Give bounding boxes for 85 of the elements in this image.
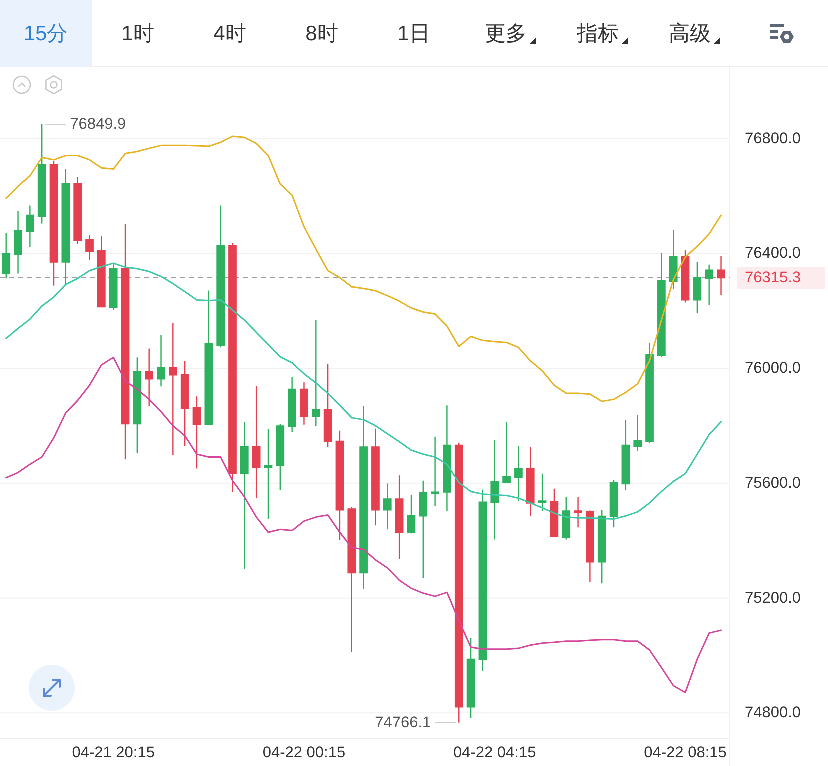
candlestick bbox=[681, 250, 690, 304]
candlestick bbox=[622, 419, 630, 491]
candlestick bbox=[2, 232, 11, 280]
annotation: 74766.1 bbox=[375, 714, 432, 732]
candlestick bbox=[538, 473, 547, 512]
candlestick bbox=[372, 428, 380, 526]
candlestick bbox=[705, 264, 714, 306]
candlestick bbox=[348, 506, 356, 654]
candlestick bbox=[324, 363, 332, 448]
candlestick bbox=[264, 428, 273, 520]
candlestick bbox=[276, 424, 285, 491]
candlestick bbox=[204, 290, 214, 426]
candlestick bbox=[598, 510, 606, 584]
candlestick bbox=[383, 483, 392, 530]
candlestick bbox=[669, 230, 678, 290]
candlestick bbox=[62, 168, 70, 286]
candlestick bbox=[443, 404, 452, 512]
candlestick bbox=[216, 205, 225, 348]
x-tick-label: 04-22 04:15 bbox=[454, 744, 536, 762]
candlestick bbox=[634, 414, 642, 452]
text: 8时 bbox=[306, 22, 338, 46]
y-tick-label: 76000.0 bbox=[745, 360, 802, 378]
candlestick bbox=[300, 382, 308, 426]
candlestick bbox=[466, 638, 476, 719]
candlestick bbox=[658, 252, 666, 358]
candlestick bbox=[192, 396, 202, 470]
candlestick bbox=[133, 357, 142, 454]
candlestick bbox=[360, 406, 368, 590]
candlestick bbox=[502, 421, 511, 484]
candlestick bbox=[98, 236, 106, 308]
candlestick bbox=[717, 256, 726, 296]
candlestick bbox=[145, 348, 154, 408]
x-tick-label: 04-22 00:15 bbox=[262, 744, 346, 762]
candlestick bbox=[646, 342, 654, 444]
candlestick bbox=[490, 440, 500, 540]
candlestick bbox=[252, 385, 261, 499]
candlestick bbox=[550, 488, 559, 538]
candlestick bbox=[240, 421, 249, 570]
candlestick bbox=[86, 234, 94, 261]
candlestick bbox=[14, 210, 22, 274]
candlestick bbox=[180, 360, 190, 447]
candlestick bbox=[288, 376, 296, 433]
text: 15分 bbox=[24, 22, 68, 46]
candlestick bbox=[526, 446, 535, 517]
candlestick bbox=[157, 334, 166, 388]
candlestick bbox=[586, 510, 594, 584]
candlestick bbox=[431, 436, 440, 507]
candlestick bbox=[610, 479, 618, 528]
candlestick bbox=[562, 496, 571, 540]
text: 1日 bbox=[398, 22, 430, 46]
candlestick bbox=[228, 242, 237, 493]
text: 指标 bbox=[576, 22, 619, 46]
text: 高级 bbox=[669, 22, 711, 46]
y-tick-label: 75600.0 bbox=[745, 474, 802, 492]
y-tick-label: 76800.0 bbox=[745, 130, 802, 148]
annotation: 76849.9 bbox=[70, 116, 126, 133]
candlestick bbox=[74, 176, 82, 246]
x-tick-label: 04-22 08:15 bbox=[644, 744, 727, 762]
y-tick-label: 74800.0 bbox=[745, 704, 802, 722]
y-tick-label: 76400.0 bbox=[745, 245, 802, 262]
candlestick bbox=[478, 489, 488, 672]
x-tick-label: 04-21 20:15 bbox=[72, 744, 155, 762]
candlestick bbox=[574, 496, 582, 528]
candlestick bbox=[26, 205, 34, 248]
candlestick bbox=[514, 446, 523, 502]
candlestick bbox=[336, 430, 344, 542]
candlestick bbox=[693, 262, 702, 314]
line-series bbox=[6, 136, 722, 402]
candlestick bbox=[109, 262, 118, 311]
text: 4时 bbox=[214, 22, 246, 46]
candlestick bbox=[395, 475, 404, 560]
candlestick bbox=[168, 322, 178, 456]
line-series bbox=[6, 262, 722, 520]
candlestick bbox=[38, 124, 46, 224]
text: 1时 bbox=[122, 22, 154, 46]
candlestick bbox=[50, 160, 58, 286]
candlestick bbox=[312, 320, 320, 427]
text: 更多 bbox=[485, 22, 527, 46]
candlestick bbox=[454, 442, 464, 724]
ref-line-label: 76315.3 bbox=[745, 269, 802, 286]
candlestick bbox=[121, 223, 130, 460]
candlestick bbox=[407, 494, 416, 534]
line-series bbox=[6, 356, 722, 694]
candlestick bbox=[419, 480, 428, 579]
y-tick-label: 75200.0 bbox=[745, 590, 802, 607]
